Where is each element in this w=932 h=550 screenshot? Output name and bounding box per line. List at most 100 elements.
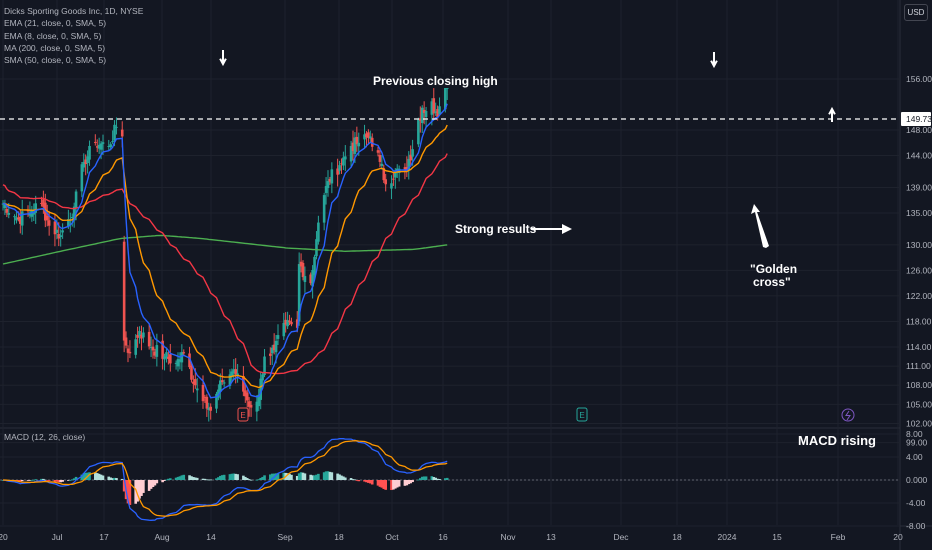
candle: [326, 170, 330, 197]
candle-body: [190, 365, 193, 380]
macd-hist-bar: [424, 476, 428, 480]
macd-hist-bar: [322, 472, 326, 480]
candle-body: [195, 388, 199, 391]
candle: [269, 347, 272, 365]
candle: [351, 130, 355, 161]
candle: [322, 192, 326, 231]
macd-hist-bar: [369, 480, 372, 484]
macd-hist-bar: [380, 480, 384, 488]
macd-hist-bar: [232, 473, 236, 480]
candle-body: [313, 256, 316, 275]
candle-body: [276, 335, 280, 339]
candle-body: [444, 86, 447, 110]
candle-body: [155, 345, 159, 357]
candle: [80, 162, 84, 198]
candle-body: [422, 109, 426, 113]
candle-body: [242, 376, 245, 392]
candle-body: [192, 381, 195, 384]
candle-body: [142, 332, 145, 338]
macd-hist-bar: [53, 480, 57, 482]
candle-body: [390, 183, 393, 189]
candle-body: [397, 168, 401, 174]
macd-hist-bar: [107, 476, 111, 480]
candle: [111, 130, 114, 145]
candle-body: [120, 129, 124, 137]
macd-hist-bar: [74, 476, 78, 480]
candle-body: [53, 221, 57, 235]
candle-body: [94, 141, 97, 143]
x-tick-label: 18: [334, 532, 344, 542]
macd-hist-bar: [42, 478, 45, 480]
candle-body: [97, 144, 101, 149]
candle-body: [70, 217, 74, 219]
x-tick-label: 2024: [718, 532, 737, 542]
candle: [420, 105, 424, 133]
candle-body: [153, 351, 157, 356]
arrow-head: [828, 106, 836, 115]
candle: [336, 158, 339, 187]
candle-body: [353, 137, 357, 154]
macd-hist-bar: [242, 475, 245, 480]
x-tick-label: Feb: [831, 532, 846, 542]
macd-hist-bar: [351, 479, 355, 480]
candle: [276, 324, 280, 346]
candle-body: [409, 154, 412, 161]
macd-hist-bar: [219, 475, 222, 480]
macd-hist-bar: [167, 478, 170, 480]
candle-body: [126, 348, 130, 353]
macd-hist-bar: [194, 477, 197, 480]
chart-legend: Dicks Sporting Goods Inc, 1D, NYSE EMA (…: [4, 5, 143, 66]
candle: [136, 326, 139, 348]
candle-body: [180, 352, 184, 363]
candle-body: [57, 234, 61, 239]
macd-hist-bar: [309, 474, 312, 480]
macd-hist-bar: [34, 479, 37, 481]
marker-glyph: E: [240, 411, 245, 420]
candle-body: [72, 206, 76, 221]
macd-hist-bar: [165, 479, 168, 481]
macd-hist-bar: [317, 473, 320, 480]
candle: [192, 375, 195, 393]
candle: [97, 137, 101, 154]
candle-body: [205, 396, 209, 409]
candle-body: [436, 109, 439, 118]
macd-hist-bar: [28, 480, 32, 481]
macd-hist-bar: [151, 480, 155, 487]
candle: [438, 97, 441, 116]
macd-hist-bar: [188, 475, 191, 480]
marker-box: [237, 407, 249, 422]
candle-body: [219, 380, 222, 393]
candle: [176, 352, 180, 372]
macd-hist-bar: [95, 473, 99, 480]
candle-body: [245, 392, 249, 401]
macd-hist-bar: [430, 476, 434, 480]
candle-body: [107, 145, 111, 147]
macd-hist-bar: [261, 476, 264, 480]
candle-body: [317, 222, 320, 242]
candle-body: [420, 107, 424, 124]
currency-button[interactable]: USD: [904, 4, 928, 21]
macd-hist-bar: [432, 477, 436, 480]
macd-hist-bar: [344, 477, 347, 480]
candle-body: [217, 389, 220, 398]
macd-hist-bar: [153, 480, 157, 486]
candle: [313, 254, 316, 280]
macd-hist-bar: [134, 480, 137, 504]
candle: [311, 265, 314, 299]
golden-cross-label-2: cross": [753, 275, 791, 289]
candle-body: [109, 144, 112, 148]
candle-body: [84, 159, 87, 165]
down-arrow-icon: [219, 50, 227, 67]
macd-hist-bar: [299, 472, 303, 480]
candle-body: [351, 142, 355, 151]
macd-tick-label: -4.00: [906, 498, 926, 508]
macd-tick-label: 4.00: [906, 452, 923, 462]
strong-results-arrow-icon: [531, 224, 572, 234]
macd-tick-label: 0.000: [906, 475, 928, 485]
candle-body: [382, 168, 386, 181]
candle: [107, 139, 111, 151]
macd-hist-bar: [140, 480, 143, 496]
macd-hist-bar: [26, 480, 30, 481]
macd-hist-bar: [315, 474, 318, 480]
